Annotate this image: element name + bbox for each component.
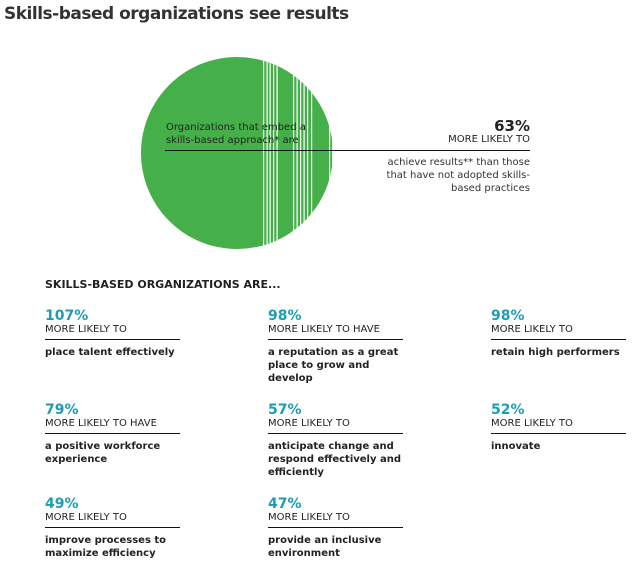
- stat-item: 107% MORE LIKELY TO place talent effective…: [45, 308, 180, 359]
- stripe: [300, 57, 302, 249]
- stripe: [269, 57, 271, 249]
- hero-description: achieve results** than those that have n…: [386, 157, 530, 194]
- stat-description: improve processes to maximize efficiency: [45, 535, 167, 559]
- stat-label: MORE LIKELY TO: [45, 324, 180, 340]
- stat-label: MORE LIKELY TO: [268, 512, 403, 528]
- hero-divider: [165, 150, 530, 151]
- stat-percent: 57%: [268, 402, 302, 418]
- stripe: [263, 57, 265, 249]
- stat-label: MORE LIKELY TO: [491, 324, 626, 340]
- stat-description: provide an inclusive environment: [268, 535, 382, 559]
- stat-description: anticipate change and respond effectivel…: [268, 441, 402, 478]
- stat-percent: 107%: [45, 308, 89, 324]
- stat-description: a positive workforce experience: [45, 441, 161, 465]
- stat-percent: 47%: [268, 496, 302, 512]
- stat-description: place talent effectively: [45, 347, 175, 358]
- stat-description: retain high performers: [491, 347, 620, 358]
- stat-item: 98% MORE LIKELY TO HAVE a reputation as a …: [268, 308, 403, 385]
- stripe: [266, 57, 268, 249]
- stat-percent: 49%: [45, 496, 79, 512]
- hero-more-likely: MORE LIKELY TO: [448, 134, 530, 145]
- stripe: [276, 57, 278, 249]
- page-title: Skills-based organizations see results: [4, 4, 349, 24]
- stripe: [311, 57, 313, 249]
- stat-item: 57% MORE LIKELY TO anticipate change and r…: [268, 402, 403, 479]
- stat-label: MORE LIKELY TO: [268, 418, 403, 434]
- hero-percent: 63%: [494, 117, 530, 135]
- stripe: [329, 57, 331, 249]
- section-subheading: SKILLS-BASED ORGANIZATIONS ARE...: [45, 278, 281, 291]
- stat-item: 49% MORE LIKELY TO improve processes to ma…: [45, 496, 180, 560]
- stat-label: MORE LIKELY TO HAVE: [268, 324, 403, 340]
- circle-stripes: [263, 57, 333, 249]
- stat-percent: 79%: [45, 402, 79, 418]
- stat-percent: 98%: [268, 308, 302, 324]
- stat-label: MORE LIKELY TO: [491, 418, 626, 434]
- stripe: [307, 57, 309, 249]
- hero-left-text: Organizations that embed a skills-based …: [166, 122, 306, 146]
- stat-description: innovate: [491, 441, 541, 452]
- stat-label: MORE LIKELY TO: [45, 512, 180, 528]
- striped-circle-graphic: [141, 57, 333, 249]
- stat-item: 52% MORE LIKELY TO innovate: [491, 402, 626, 453]
- stat-percent: 98%: [491, 308, 525, 324]
- stripe: [303, 57, 305, 249]
- stripe: [293, 57, 295, 249]
- stat-description: a reputation as a great place to grow an…: [268, 347, 399, 384]
- stat-item: 47% MORE LIKELY TO provide an inclusive en…: [268, 496, 403, 560]
- stat-percent: 52%: [491, 402, 525, 418]
- stat-item: 79% MORE LIKELY TO HAVE a positive workfor…: [45, 402, 180, 466]
- stripe: [273, 57, 275, 249]
- stat-label: MORE LIKELY TO HAVE: [45, 418, 180, 434]
- stripe: [296, 57, 298, 249]
- stat-item: 98% MORE LIKELY TO retain high performers: [491, 308, 626, 359]
- stripe: [332, 57, 333, 249]
- green-circle: [141, 57, 333, 249]
